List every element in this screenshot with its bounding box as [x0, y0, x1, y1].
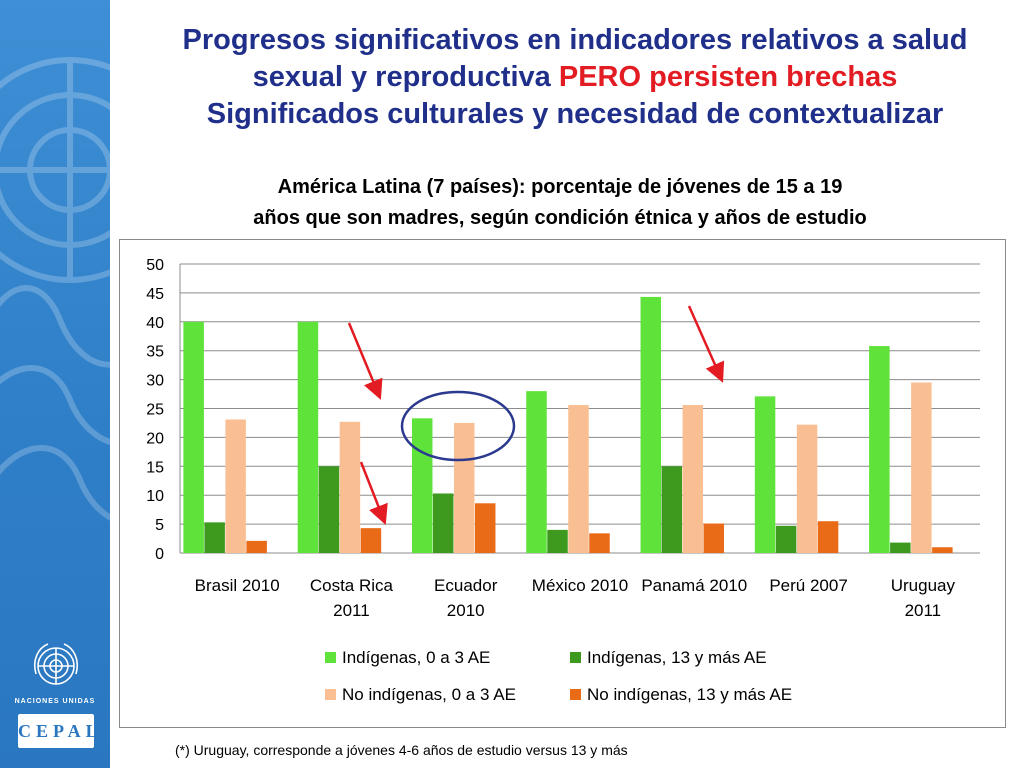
bar — [297, 321, 319, 553]
x-tick-label: México 2010 — [532, 576, 628, 595]
legend-swatch — [570, 652, 581, 663]
legend-label: No indígenas, 0 a 3 AE — [342, 685, 516, 704]
bar — [661, 466, 683, 553]
bar — [703, 523, 725, 553]
bar — [932, 547, 953, 553]
y-tick-label: 10 — [146, 488, 164, 505]
bar — [640, 296, 662, 553]
bar — [453, 422, 475, 553]
bar — [589, 533, 610, 553]
y-tick-label: 35 — [146, 344, 164, 361]
bar — [817, 521, 839, 553]
legend-swatch — [325, 689, 336, 700]
bar — [568, 405, 589, 553]
bar — [318, 466, 340, 553]
legend-label: No indígenas, 13 y más AE — [587, 685, 792, 704]
x-tick-label: Costa Rica — [310, 576, 394, 595]
un-logo-text: NACIONES UNIDAS — [14, 698, 96, 705]
y-tick-label: 5 — [155, 517, 164, 534]
bar — [682, 405, 704, 553]
y-tick-label: 30 — [146, 373, 164, 390]
legend-swatch — [570, 689, 581, 700]
bar-chart: 0 5 10 15 20 25 30 35 40 45 50 Brasil 2010 Costa Ric… — [146, 257, 980, 704]
bar — [474, 503, 496, 553]
highlight-ellipse — [400, 390, 516, 462]
title-line-3: Significados culturales y necesidad de c… — [206, 98, 944, 130]
bar — [911, 382, 932, 553]
chart-frame: 0 5 10 15 20 25 30 35 40 45 50 Brasil 2010 Costa Ric… — [119, 239, 1006, 728]
title-line-1: Progresos significativos en indicadores … — [182, 24, 968, 56]
slide-title: Progresos significativos en indicadores … — [130, 22, 1020, 133]
legend-label: Indígenas, 13 y más AE — [587, 648, 767, 667]
bar — [204, 522, 225, 553]
cepal-logo: CEPAL — [18, 714, 98, 748]
y-tick-label: 15 — [146, 459, 164, 476]
title-line-2-text: sexual y reproductiva — [252, 61, 559, 93]
x-tick-label: Uruguay — [891, 576, 956, 595]
un-logo-icon — [33, 643, 79, 685]
subtitle-line-2: años que son madres, según condición étn… — [253, 207, 867, 229]
bar — [547, 529, 568, 553]
bar — [246, 540, 267, 553]
y-tick-label: 40 — [146, 315, 164, 332]
bar — [432, 493, 454, 553]
bar — [360, 528, 382, 553]
y-tick-label: 0 — [155, 546, 164, 563]
red-arrow-icon — [347, 322, 383, 400]
legend-label: Indígenas, 0 a 3 AE — [342, 648, 490, 667]
subtitle-line-1: América Latina (7 países): porcentaje de… — [277, 176, 843, 198]
bar — [526, 391, 547, 553]
y-tick-label: 20 — [146, 430, 164, 447]
bar — [890, 542, 911, 553]
chart-subtitle: América Latina (7 países): porcentaje de… — [120, 172, 1000, 234]
y-tick-label: 50 — [146, 257, 164, 274]
bar — [869, 346, 890, 553]
bar — [754, 396, 776, 553]
x-tick-label: 2011 — [333, 601, 370, 620]
bar — [411, 418, 433, 553]
x-tick-label: Panamá 2010 — [641, 576, 747, 595]
un-emblem-watermark-icon — [0, 57, 110, 521]
x-tick-label: Brasil 2010 — [195, 576, 280, 595]
sidebar-band: NACIONES UNIDAS CEPAL — [0, 0, 110, 768]
bar — [225, 419, 246, 553]
y-tick-label: 25 — [146, 402, 164, 419]
bar — [796, 424, 818, 553]
red-arrow-icon — [687, 305, 725, 383]
bar — [775, 525, 797, 553]
legend-swatch — [325, 652, 336, 663]
title-line-2: sexual y reproductiva PERO persisten bre… — [130, 59, 1020, 96]
x-tick-label: 2011 — [905, 601, 942, 620]
bar — [183, 321, 204, 553]
footnote: (*) Uruguay, corresponde a jóvenes 4-6 a… — [175, 742, 628, 758]
x-tick-label: 2010 — [447, 601, 485, 620]
y-tick-label: 45 — [146, 286, 164, 303]
red-arrow-icon — [359, 461, 388, 525]
x-tick-label: Perú 2007 — [769, 576, 847, 595]
title-warning-text: PERO persisten brechas — [558, 61, 898, 93]
bar — [339, 421, 361, 553]
x-tick-label: Ecuador — [434, 576, 498, 595]
